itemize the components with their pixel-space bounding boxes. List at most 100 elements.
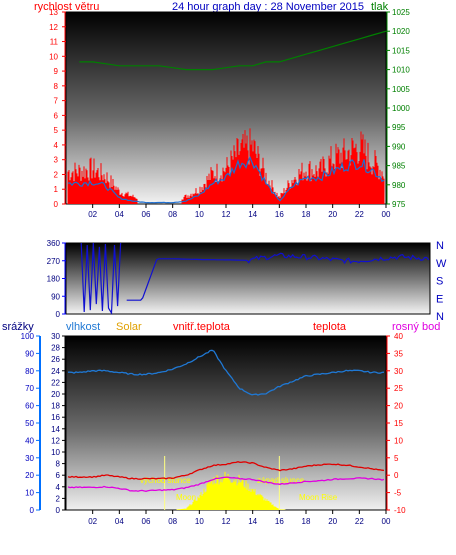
x-axis-tick-label: 20 <box>328 210 337 219</box>
direction-axis-tick-label: 180 <box>47 275 61 284</box>
sunset-annotation: západ slunce <box>257 476 305 485</box>
direction-axis-tick-label: 0 <box>56 310 61 319</box>
x-axis-tick-label: 08 <box>168 210 177 219</box>
x-axis-tick-label: 04 <box>115 517 124 526</box>
x-axis-tick-label: 00 <box>382 517 391 526</box>
rain-axis-tick-label: 30 <box>25 454 34 463</box>
moon-rise-annotation: Moon Rise <box>299 493 338 502</box>
wind-axis-tick-label: 6 <box>54 111 59 120</box>
wind-axis-tick-label: 0 <box>54 200 59 209</box>
indoor-temp-axis-tick-label: 30 <box>51 332 60 341</box>
indoor-temp-axis-tick-label: 10 <box>51 448 60 457</box>
rain-axis-title: srážky <box>2 321 34 333</box>
indoor-temp-axis-tick-label: 8 <box>56 460 61 469</box>
rain-axis-tick-label: 0 <box>30 506 35 515</box>
indoor-temp-axis-tick-label: 28 <box>51 344 60 353</box>
temp-axis-tick-label: -5 <box>394 489 402 498</box>
indoor-temp-axis-tick-label: 24 <box>51 367 60 376</box>
x-axis-tick-label: 08 <box>168 517 177 526</box>
temp-axis-tick-label: 10 <box>394 436 403 445</box>
wind-axis-tick-label: 7 <box>54 97 59 106</box>
rain-axis-tick-label: 40 <box>25 436 34 445</box>
x-axis-tick-label: 10 <box>195 517 204 526</box>
rain-axis-tick-label: 70 <box>25 384 34 393</box>
pressure-axis-tick-label: 975 <box>392 200 406 209</box>
temp-axis-tick-label: 30 <box>394 367 403 376</box>
indoor-temp-axis-tick-label: 12 <box>51 436 60 445</box>
x-axis-tick-label: 18 <box>302 517 311 526</box>
rain-axis-tick-label: 80 <box>25 367 34 376</box>
direction-line <box>126 252 430 301</box>
x-axis-tick-label: 14 <box>248 517 257 526</box>
direction-axis-tick-label: 270 <box>47 257 61 266</box>
wind-axis-tick-label: 3 <box>54 156 59 165</box>
pressure-axis-tick-label: 990 <box>392 142 406 151</box>
x-axis-tick-label: 16 <box>275 517 284 526</box>
wind-axis-tick-label: 8 <box>54 82 59 91</box>
humidity-axis-title: vlhkost <box>66 321 101 333</box>
dew-point-axis-title: rosný bod <box>392 321 441 333</box>
pressure-axis-tick-label: 1000 <box>392 104 410 113</box>
x-axis-tick-label: 22 <box>355 210 364 219</box>
compass-label: N <box>436 311 444 323</box>
temp-axis-tick-label: 20 <box>394 402 403 411</box>
x-axis-tick-label: 14 <box>248 210 257 219</box>
wind-axis-tick-label: 13 <box>49 8 58 17</box>
pressure-axis-tick-label: 1010 <box>392 66 410 75</box>
x-axis-tick-label: 06 <box>142 517 151 526</box>
pressure-axis-tick-label: 1025 <box>392 8 410 17</box>
temperature-axis-title: teplota <box>313 321 347 333</box>
compass-label: W <box>436 258 447 270</box>
wind-speed-axis-title: rychlost větru <box>34 1 100 13</box>
indoor-temp-axis-tick-label: 18 <box>51 402 60 411</box>
solar-axis-title: Solar <box>116 321 142 333</box>
direction-line-early <box>80 242 122 315</box>
rain-axis-tick-label: 90 <box>25 349 34 358</box>
x-axis-tick-label: 10 <box>195 210 204 219</box>
x-axis-tick-label: 16 <box>275 210 284 219</box>
pressure-line <box>79 30 387 71</box>
wind-axis-tick-label: 12 <box>49 23 58 32</box>
compass-label: N <box>436 240 444 252</box>
compass-label: S <box>436 276 443 288</box>
x-axis-tick-label: 02 <box>88 210 97 219</box>
indoor-temp-axis-tick-label: 26 <box>51 355 60 364</box>
x-axis-tick-label: 20 <box>328 517 337 526</box>
x-axis-tick-label: 02 <box>88 517 97 526</box>
indoor-temp-axis-tick-label: 14 <box>51 425 60 434</box>
pressure-axis-tick-label: 1015 <box>392 46 410 55</box>
rain-axis-tick-label: 10 <box>25 489 34 498</box>
x-axis-tick-label: 04 <box>115 210 124 219</box>
page-title: 24 hour graph day : 28 November 2015 <box>172 1 365 13</box>
x-axis-tick-label: 00 <box>382 210 391 219</box>
pressure-axis-tick-label: 980 <box>392 181 406 190</box>
temp-axis-tick-label: 40 <box>394 332 403 341</box>
wind-axis-tick-label: 5 <box>54 126 59 135</box>
dew-point-line <box>67 476 385 492</box>
indoor-temp-axis-tick-label: 16 <box>51 413 60 422</box>
moon-annotation: Moon <box>176 493 196 502</box>
wind-axis-tick-label: 10 <box>49 52 58 61</box>
temp-axis-tick-label: 15 <box>394 419 403 428</box>
x-axis-tick-label: 06 <box>142 210 151 219</box>
pressure-axis-tick-label: 995 <box>392 123 406 132</box>
direction-axis-tick-label: 90 <box>51 292 60 301</box>
temperature-line <box>67 461 385 480</box>
rain-axis-tick-label: 20 <box>25 471 34 480</box>
rain-axis-tick-label: 60 <box>25 402 34 411</box>
rain-axis-tick-label: 100 <box>21 332 35 341</box>
indoor-temp-axis-tick-label: 6 <box>56 471 61 480</box>
x-axis-tick-label: 22 <box>355 517 364 526</box>
direction-plot-area <box>65 242 431 315</box>
indoor-temp-axis-tick-label: 22 <box>51 378 60 387</box>
pressure-axis-title: tlak <box>371 1 389 13</box>
pressure-axis-tick-label: 1005 <box>392 85 410 94</box>
temp-axis-tick-label: 35 <box>394 349 403 358</box>
temp-axis-tick-label: 5 <box>394 454 399 463</box>
indoor-temp-axis-tick-label: 4 <box>56 483 61 492</box>
indoor-temp-axis-tick-label: 2 <box>56 494 61 503</box>
temp-axis-tick-label: 0 <box>394 471 399 480</box>
wind-axis-tick-label: 2 <box>54 170 59 179</box>
